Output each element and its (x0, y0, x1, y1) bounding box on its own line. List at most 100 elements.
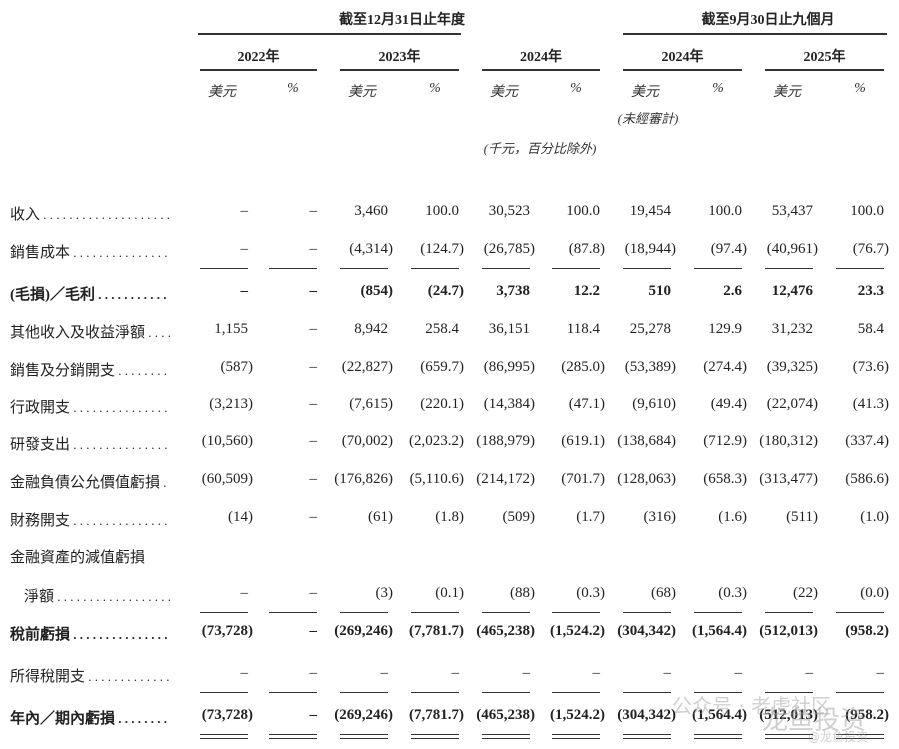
amount-cell: – (240, 283, 249, 299)
percent-cell: – (309, 203, 318, 219)
percent-label: % (287, 81, 299, 96)
percent-cell: 258.4 (425, 321, 459, 337)
amount-cell: (316) (643, 509, 677, 525)
percent-cell: 100.0 (425, 203, 459, 219)
percent-cell: (586.6) (845, 471, 889, 487)
amount-cell: – (240, 665, 249, 681)
year-header: 2023年 (378, 50, 421, 65)
percent-cell: (658.3) (703, 471, 747, 487)
amount-cell: (7,615) (349, 396, 393, 412)
amount-cell: 12,476 (771, 283, 813, 299)
amount-cell: – (663, 665, 672, 681)
underline (482, 268, 530, 269)
amount-cell: (14,384) (483, 396, 535, 412)
group-header-nine-months: 截至9月30日止九個月 (701, 13, 835, 28)
currency-label: 美元 (631, 85, 659, 100)
row-label: 財務開支 (10, 509, 170, 530)
percent-cell: – (592, 665, 601, 681)
percent-cell: (73.6) (852, 359, 889, 375)
underline (482, 692, 530, 693)
percent-cell: (958.2) (845, 707, 889, 723)
amount-cell: 3,460 (354, 203, 388, 219)
amount-cell: 510 (648, 283, 672, 299)
amount-cell: 25,278 (629, 321, 671, 337)
underline (200, 612, 248, 613)
percent-cell: (47.1) (568, 396, 605, 412)
underline (269, 612, 317, 613)
amount-cell: 36,151 (488, 321, 530, 337)
amount-cell: – (805, 665, 814, 681)
amount-cell: 53,437 (771, 203, 813, 219)
underline (694, 734, 742, 735)
percent-cell: (274.4) (703, 359, 747, 375)
percent-cell: – (309, 471, 318, 487)
percent-cell: – (309, 359, 318, 375)
amount-cell: (40,961) (766, 241, 818, 257)
double-underline (694, 738, 742, 739)
amount-cell: (180,312) (759, 433, 818, 449)
percent-cell: (49.4) (710, 396, 747, 412)
underline (411, 268, 459, 269)
underline (836, 268, 884, 269)
amount-cell: (587) (220, 359, 254, 375)
percent-label: % (429, 81, 441, 96)
amount-cell: (512,013) (759, 707, 818, 723)
underline (340, 692, 388, 693)
amount-cell: (269,246) (334, 707, 393, 723)
amount-cell: – (240, 585, 249, 601)
amount-cell: (61) (368, 509, 393, 525)
percent-cell: (24.7) (427, 283, 464, 299)
underline (836, 734, 884, 735)
underline (552, 692, 600, 693)
percent-cell: (1,564.4) (692, 623, 747, 639)
underline (765, 268, 813, 269)
amount-cell: (188,979) (476, 433, 535, 449)
amount-cell: (511) (786, 509, 818, 525)
underline (836, 612, 884, 613)
underline (269, 268, 317, 269)
year-header: 2022年 (237, 50, 280, 65)
row-label: 銷售成本 (10, 241, 170, 262)
double-underline (200, 738, 248, 739)
percent-cell: (712.9) (703, 433, 747, 449)
percent-cell: – (309, 433, 318, 449)
underline (552, 612, 600, 613)
percent-cell: (7,781.7) (409, 623, 464, 639)
amount-cell: (70,002) (341, 433, 393, 449)
watermark-handle: @龙鱼投资 (808, 730, 869, 744)
percent-cell: (1,524.2) (550, 707, 605, 723)
currency-label: 美元 (208, 85, 236, 100)
percent-label: % (854, 81, 866, 96)
amount-cell: (88) (510, 585, 535, 601)
amount-cell: – (522, 665, 531, 681)
amount-cell: 31,232 (771, 321, 813, 337)
amount-cell: – (240, 203, 249, 219)
group-divider-nine-months (623, 33, 887, 35)
percent-label: % (712, 81, 724, 96)
row-label: 金融負債公允價值虧損 (10, 471, 170, 492)
percent-cell: (87.8) (568, 241, 605, 257)
amount-cell: 8,942 (354, 321, 388, 337)
amount-cell: (86,995) (483, 359, 535, 375)
amount-cell: (3) (375, 585, 394, 601)
amount-cell: (53,389) (624, 359, 676, 375)
underline (411, 734, 459, 735)
percent-cell: (2,023.2) (409, 433, 464, 449)
amount-cell: – (240, 241, 249, 257)
percent-cell: (1,564.4) (692, 707, 747, 723)
amount-cell: (73,728) (201, 623, 253, 639)
amount-cell: 3,738 (496, 283, 530, 299)
percent-cell: 12.2 (573, 283, 600, 299)
amount-cell: – (380, 665, 389, 681)
unaudited-note: (未經審計) (617, 111, 679, 126)
amount-cell: (138,684) (617, 433, 676, 449)
percent-cell: (958.2) (845, 623, 889, 639)
amount-cell: (22,074) (766, 396, 818, 412)
percent-cell: (0.3) (576, 585, 605, 601)
underline (765, 692, 813, 693)
amount-cell: (22) (793, 585, 818, 601)
percent-cell: – (734, 665, 743, 681)
percent-cell: 23.3 (857, 283, 884, 299)
double-underline (836, 738, 884, 739)
percent-cell: (0.0) (860, 585, 889, 601)
